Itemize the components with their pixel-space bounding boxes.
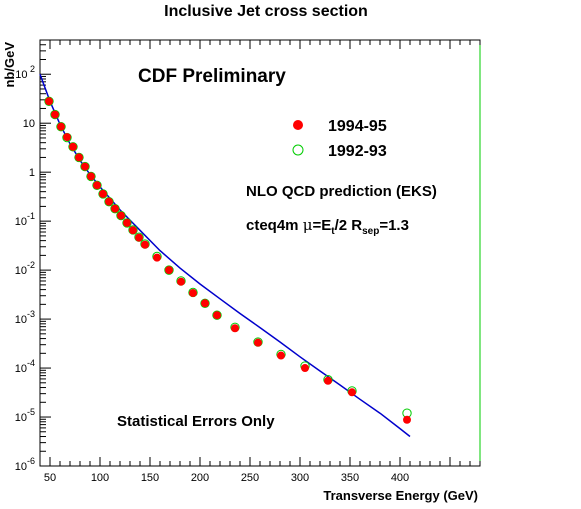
data-point-1994-95	[177, 277, 185, 286]
rsep-subscript: sep	[362, 226, 379, 237]
data-point-1992-93	[86, 171, 96, 182]
data-point-1992-93	[110, 203, 120, 214]
y-tick-label: 10 2	[15, 64, 35, 81]
y-tick-label: 1	[29, 167, 35, 179]
data-point-1994-95	[201, 299, 209, 308]
data-point-1994-95	[99, 189, 107, 198]
data-point-1992-93	[68, 142, 78, 152]
x-tick-label: 300	[291, 472, 309, 484]
data-point-1994-95	[141, 240, 149, 249]
data-series	[39, 73, 412, 438]
x-axis-label: Transverse Energy (GeV)	[323, 488, 478, 503]
legend-marker-1994-95	[293, 120, 303, 130]
data-point-1994-95	[165, 266, 173, 275]
scale-subscript: t	[331, 226, 335, 237]
data-point-1994-95	[75, 153, 83, 162]
data-point-1992-93	[50, 109, 60, 120]
y-tick-label: 10-3	[15, 309, 35, 326]
legend-label-1992-93: 1992-93	[328, 143, 387, 160]
data-point-1994-95	[129, 226, 137, 235]
y-axis: 10-6 10-5 10-4 10-3 10-2 10-1 1 10 10 2	[15, 39, 51, 473]
legend-label-1994-95: 1994-95	[328, 118, 387, 135]
plot-frame	[39, 39, 481, 467]
y-tick-label: 10-2	[15, 260, 35, 277]
data-point-1992-93	[56, 121, 66, 132]
data-point-1994-95	[348, 388, 356, 397]
data-point-1992-93	[98, 189, 108, 199]
nlo-prediction-label: NLO QCD prediction (EKS)	[246, 183, 437, 200]
legend-marker-1992-93	[292, 144, 304, 156]
data-point-1994-95	[111, 204, 119, 213]
data-point-1994-95	[117, 211, 125, 220]
statistical-errors-label: Statistical Errors Only	[117, 413, 275, 430]
data-point-1994-95	[105, 197, 113, 206]
scale-text: =E	[312, 217, 331, 234]
data-point-1992-93	[104, 196, 114, 207]
legend: 1994-95 1992-93	[292, 118, 387, 160]
data-point-1994-95	[93, 181, 101, 190]
pdf-set-text: cteq4m	[246, 217, 303, 234]
x-tick-label: 50	[44, 472, 56, 484]
y-tick-label: 10-6	[15, 456, 35, 473]
y-tick-label: 10-4	[15, 358, 35, 375]
x-tick-label: 150	[141, 472, 159, 484]
x-tick-label: 100	[91, 472, 109, 484]
data-point-1994-95	[301, 364, 309, 373]
data-point-1994-95	[403, 415, 411, 424]
data-point-1992-93	[212, 310, 222, 320]
data-point-1994-95	[69, 142, 77, 151]
chart-title: Inclusive Jet cross section	[164, 3, 368, 20]
data-point-1992-93	[116, 210, 126, 221]
data-point-1994-95	[153, 253, 161, 262]
rsep-value: =1.3	[379, 217, 409, 234]
data-point-1992-93	[92, 180, 102, 190]
y-axis-label: nb/GeV	[2, 42, 17, 88]
data-point-1992-93	[44, 96, 54, 107]
x-tick-label: 250	[241, 472, 259, 484]
data-point-1992-93	[80, 161, 90, 172]
y-tick-label: 10	[23, 118, 35, 130]
data-point-1992-93	[74, 152, 84, 163]
mu-symbol: μ	[303, 216, 313, 234]
data-point-1994-95	[254, 338, 262, 347]
x-axis: 50 100 150 200 250 300 350 400	[39, 40, 481, 484]
data-point-1994-95	[123, 218, 131, 227]
parameters-label: cteq4m μ=Et/2 Rsep=1.3	[246, 216, 409, 237]
data-point-1994-95	[135, 233, 143, 242]
data-point-1994-95	[87, 172, 95, 181]
data-point-1994-95	[231, 324, 239, 333]
data-point-1994-95	[63, 133, 71, 142]
y-tick-label: 10-5	[15, 407, 35, 424]
data-point-1994-95	[213, 311, 221, 320]
y-tick-label: 10-1	[15, 211, 35, 228]
data-point-1992-93	[164, 265, 174, 275]
data-point-1994-95	[277, 351, 285, 360]
data-point-1994-95	[45, 97, 53, 106]
x-tick-label: 400	[391, 472, 409, 484]
data-point-1994-95	[81, 162, 89, 171]
data-point-1994-95	[57, 122, 65, 131]
data-point-1994-95	[324, 376, 332, 385]
x-tick-label: 350	[341, 472, 359, 484]
data-point-1994-95	[51, 110, 59, 119]
data-point-1992-93	[122, 218, 132, 228]
data-point-1992-93	[200, 298, 210, 309]
rsep-text: /2 R	[335, 217, 363, 234]
cdf-preliminary-label: CDF Preliminary	[138, 66, 286, 87]
data-point-1994-95	[189, 289, 197, 298]
x-tick-label: 200	[191, 472, 209, 484]
